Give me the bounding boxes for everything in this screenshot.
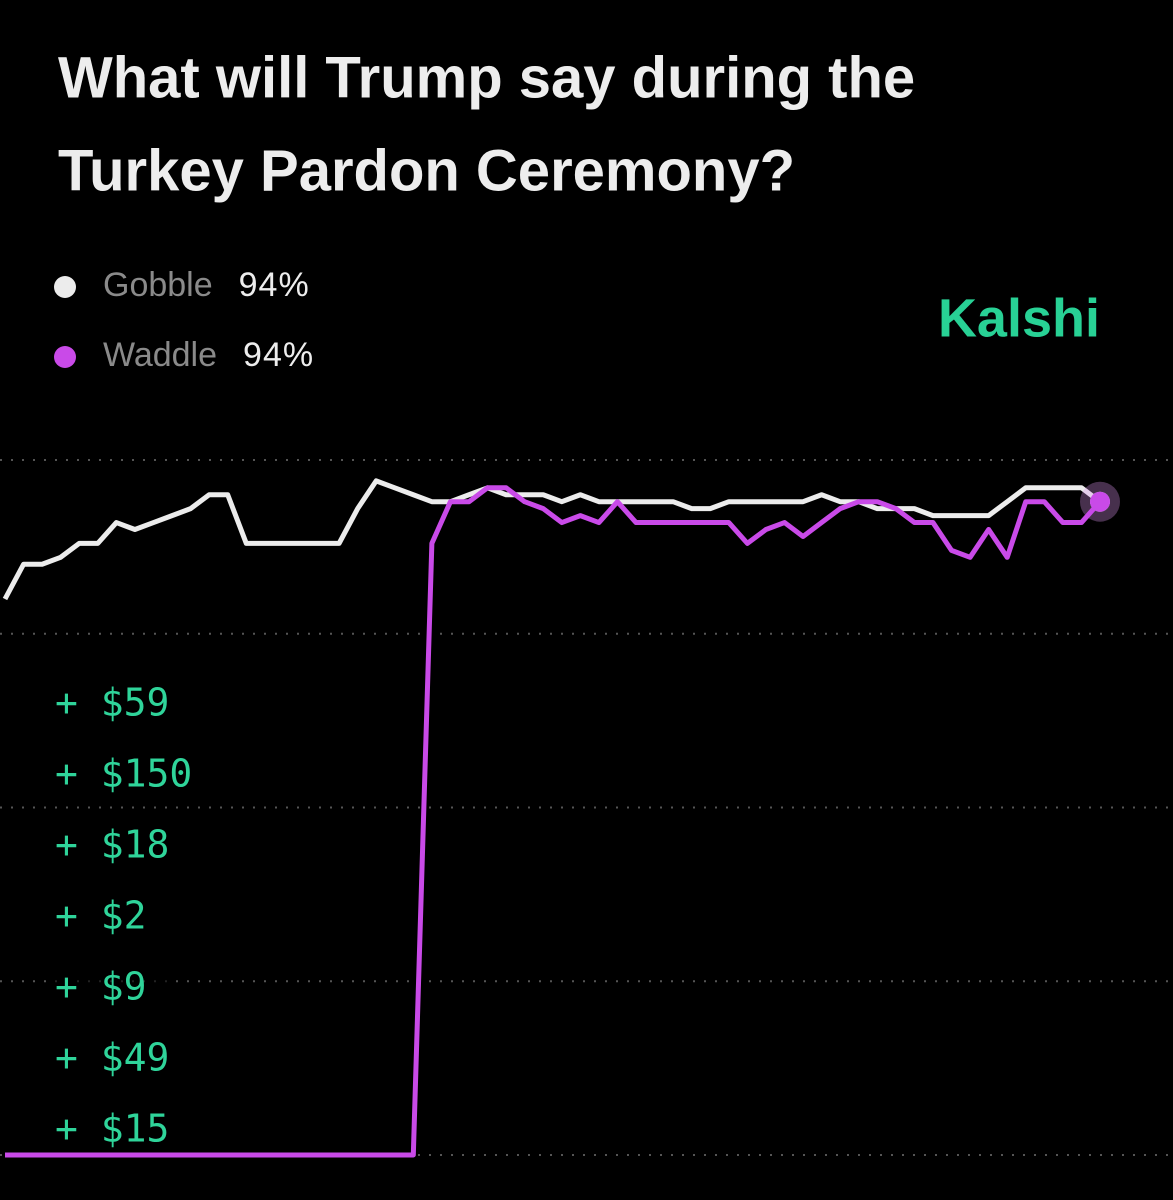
trade-bg [50, 683, 170, 727]
trade-amount: + $15 [55, 1107, 169, 1151]
title-line: What will Trump say during the [58, 45, 915, 110]
trade-bg [50, 896, 170, 940]
trade-amount: + $150 [55, 752, 192, 796]
legend-name: Gobble [103, 266, 213, 304]
legend-value: 94% [243, 336, 314, 374]
legend: Gobble 94% Waddle 94% [54, 266, 314, 374]
legend-dot [54, 276, 76, 298]
trade-bg [50, 1109, 170, 1153]
title-line: Turkey Pardon Ceremony? [58, 138, 795, 203]
trade-amount: + $18 [55, 823, 169, 867]
plot [2, 478, 1120, 1158]
trade-bg [50, 1038, 170, 1082]
trade-amount: + $9 [55, 965, 147, 1009]
trade-amount: + $59 [55, 681, 169, 725]
trade-bg [50, 967, 170, 1011]
legend-value: 94% [239, 266, 310, 304]
brand-logo: Kalshi [938, 288, 1100, 348]
legend-dot [54, 346, 76, 368]
series-line [2, 478, 1102, 601]
trade-bg [50, 825, 170, 869]
trade-amount: + $49 [55, 1036, 169, 1080]
trade-feed: + $59 + $150 + $18 + $2 + $9 + $49 + $15 [50, 681, 192, 1153]
latest-dot [1090, 491, 1110, 512]
trade-amount: + $2 [55, 894, 147, 938]
series-line [5, 485, 1102, 1158]
legend-name: Waddle [103, 336, 217, 374]
trade-bg [50, 754, 170, 798]
